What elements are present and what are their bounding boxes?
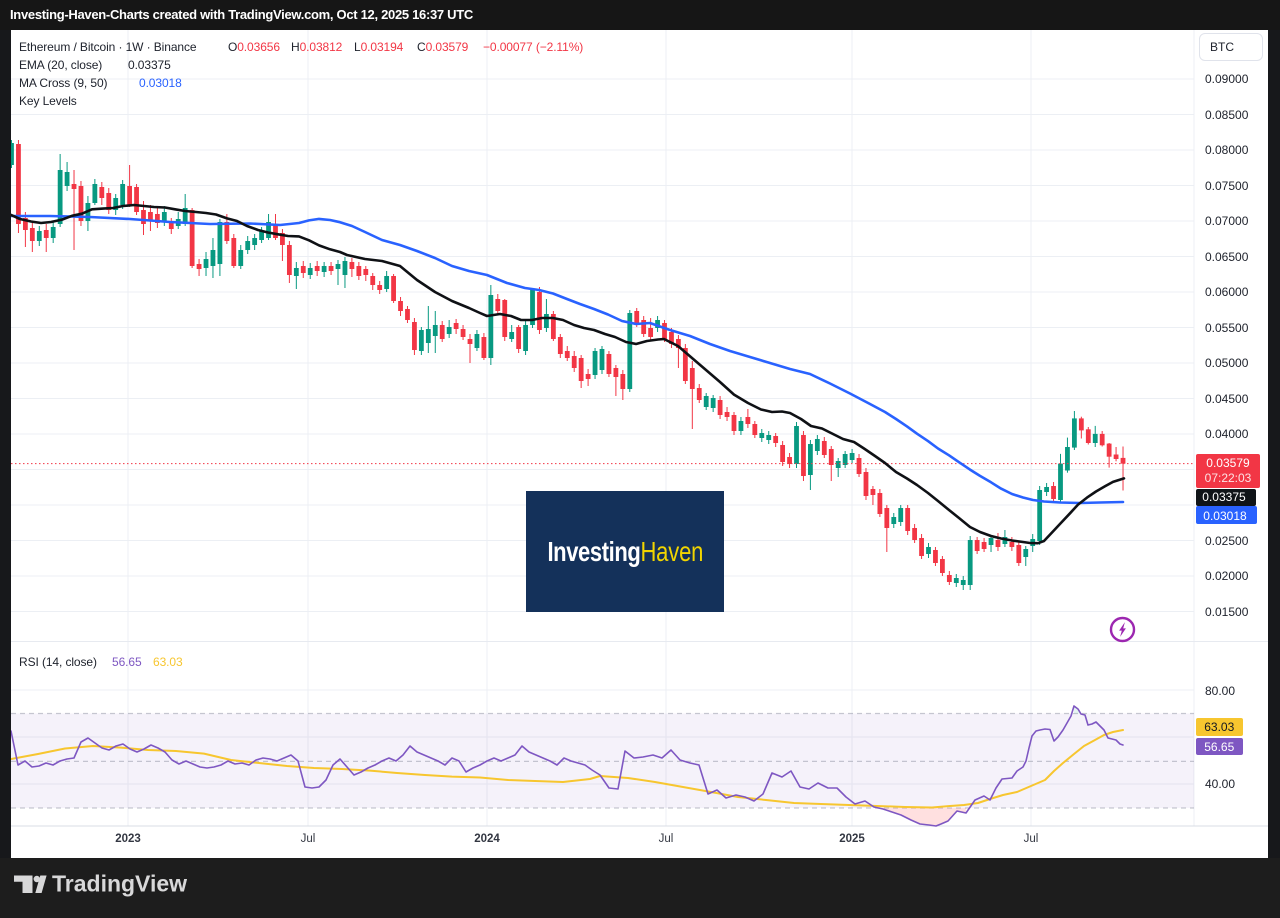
- svg-text:TradingView: TradingView: [52, 871, 187, 897]
